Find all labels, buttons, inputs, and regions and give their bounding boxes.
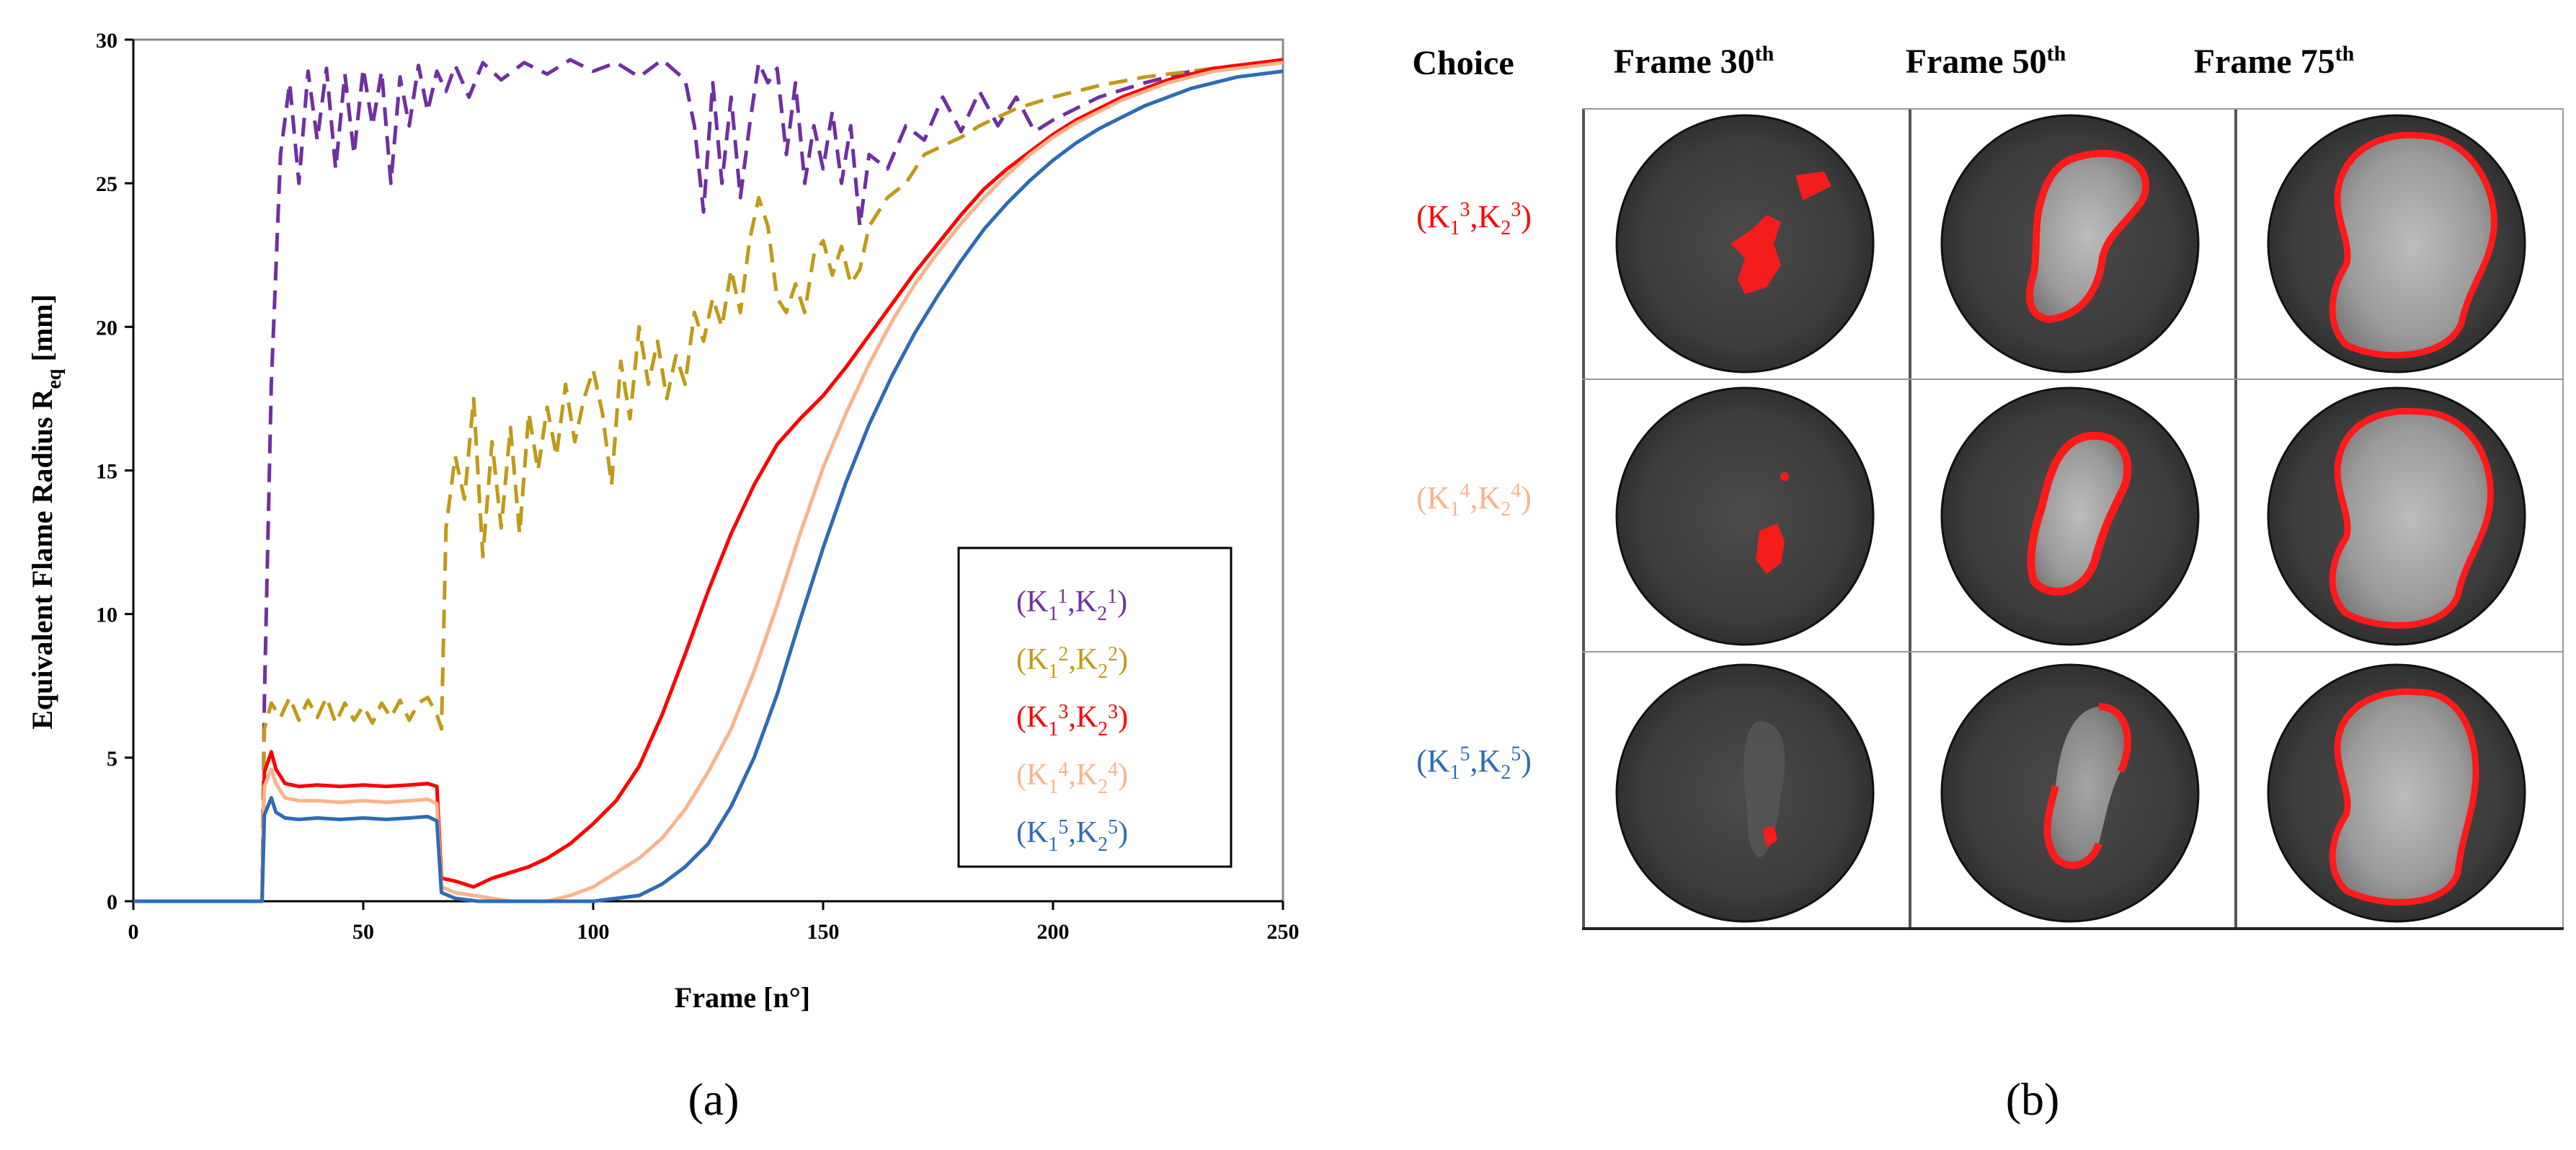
flame-cell-k5-frame50	[1940, 663, 2200, 923]
flame-cell-k4-frame75	[2267, 386, 2526, 646]
flame-region	[2329, 688, 2479, 906]
x-tick-label: 150	[807, 920, 840, 944]
legend-entry-k3: (K13,K23)	[1016, 701, 1128, 740]
x-axis-title: Frame [n°]	[675, 981, 810, 1014]
flame-spot	[1780, 472, 1789, 481]
grid-divider-2	[2234, 108, 2237, 930]
y-tick-label: 5	[107, 747, 117, 771]
combustion-chamber-disk	[1615, 386, 1875, 646]
legend-entry-k1: (K11,K21)	[1016, 585, 1127, 625]
grid-border-left	[1582, 108, 1585, 930]
flame-image-grid	[1615, 114, 2526, 923]
flame-radius-chart: 0 50 100 150 200 250 0 5 10 15 20 25 30 Equivalent F…	[26, 29, 1300, 1014]
flame-contour	[1763, 826, 1777, 847]
column-header-frame-30: Frame 30th	[1613, 42, 1775, 81]
flame-cell-k4-frame50	[1940, 386, 2200, 646]
flame-region	[2329, 131, 2497, 359]
grid-border-bottom	[1582, 927, 2564, 930]
flame-contour	[1756, 523, 1785, 574]
flame-contour	[2043, 703, 2131, 870]
flame-cell-k5-frame75	[2267, 663, 2526, 923]
series-line-k5	[133, 69, 1284, 903]
panel-b-label: (b)	[2005, 1074, 2060, 1125]
series-line-k2	[133, 58, 1284, 903]
series-line-k1	[133, 58, 1284, 903]
flame-contour	[1795, 172, 1831, 200]
legend-box	[957, 547, 1233, 868]
y-tick-label: 30	[96, 29, 117, 53]
legend-entry-k4: (K14,K24)	[1016, 758, 1128, 798]
y-tick-label: 25	[96, 172, 117, 196]
grid-border-right	[2562, 108, 2564, 930]
flame-region	[2026, 149, 2149, 324]
choice-header: Choice	[1412, 44, 1514, 82]
y-tick-label: 0	[107, 890, 117, 914]
column-header-frame-75: Frame 75th	[2193, 42, 2355, 81]
grid-divider-1	[1909, 108, 1911, 930]
row-label-k5: (K15,K25)	[1416, 743, 1532, 784]
x-tick-label: 50	[352, 920, 374, 944]
flame-cell-k3-frame75	[2267, 114, 2526, 373]
flame-region	[2027, 432, 2132, 596]
x-tick-label: 100	[577, 920, 610, 944]
series-line-k3	[133, 58, 1284, 903]
flame-cell-k5-frame30	[1615, 663, 1875, 923]
series-line-k4	[133, 61, 1284, 903]
legend	[957, 547, 1233, 868]
flame-cell-k3-frame50	[1940, 114, 2200, 373]
flame-region	[2046, 707, 2128, 867]
y-tick-label: 10	[96, 603, 117, 627]
grid-row-divider-1	[1582, 379, 2564, 380]
grid-row-divider-2	[1582, 651, 2564, 653]
panel-a-label: (a)	[688, 1074, 740, 1125]
x-tick-label: 0	[128, 920, 139, 944]
x-tick-label: 200	[1037, 920, 1070, 944]
legend-entry-k5: (K15,K25)	[1016, 816, 1128, 856]
column-header-frame-50: Frame 50th	[1905, 42, 2066, 81]
row-label-k3: (K13,K23)	[1416, 198, 1532, 239]
flame-region	[2329, 407, 2494, 629]
y-tick-label: 15	[96, 460, 117, 484]
flame-cell-k4-frame30	[1615, 386, 1875, 646]
grid-border-top	[1582, 108, 2564, 110]
faint-flame	[1744, 721, 1785, 858]
flame-contour	[1731, 215, 1781, 294]
y-tick-label: 20	[96, 316, 117, 340]
legend-entry-k2: (K12,K22)	[1016, 643, 1128, 683]
row-label-k4: (K14,K24)	[1416, 479, 1532, 521]
y-axis-title: Equivalent Flame Radius Req[mm]	[26, 294, 66, 730]
flame-cell-k3-frame30	[1615, 114, 1875, 373]
x-tick-label: 250	[1267, 920, 1300, 944]
